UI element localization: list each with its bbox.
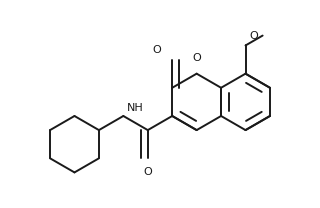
- Text: O: O: [192, 53, 201, 63]
- Text: O: O: [152, 45, 161, 55]
- Text: NH: NH: [127, 103, 144, 113]
- Text: O: O: [250, 31, 259, 41]
- Text: O: O: [143, 167, 152, 177]
